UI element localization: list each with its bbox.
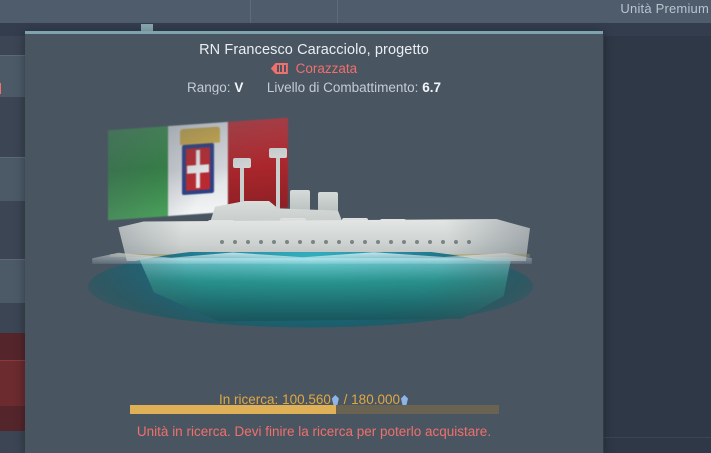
research-progress-bar — [130, 405, 499, 414]
rank-value: V — [234, 80, 244, 95]
background-row-divider — [603, 437, 711, 438]
research-separator: / — [343, 392, 348, 407]
top-nav-divider-2 — [337, 0, 338, 23]
funnel-1 — [290, 190, 310, 212]
research-target: 180.000 — [351, 392, 400, 407]
battle-level-label: Livello di Combattimento: — [266, 80, 419, 95]
funnel-2 — [318, 192, 338, 212]
research-prefix: In ricerca: — [219, 392, 279, 407]
ship-detail-tooltip: RN Francesco Caracciolo, progetto Corazz… — [25, 31, 603, 453]
background-column-divider — [603, 36, 604, 453]
research-point-gem-icon — [400, 395, 408, 405]
research-current: 100.560 — [282, 392, 331, 407]
battle-level-value: 6.7 — [422, 80, 441, 95]
page-title: RN Francesco Caracciolo, progetto — [199, 42, 429, 58]
research-warning-text: Unità in ricerca. Devi finire la ricerca… — [136, 424, 492, 439]
research-status-text: In ricerca: 100.560 / 180.000 — [25, 392, 603, 407]
battleship-class-icon — [270, 61, 292, 76]
porthole-row — [220, 240, 471, 244]
rn-francesco-caracciolo-ship-render — [80, 94, 550, 364]
ship-class-label: Corazzata — [295, 61, 358, 76]
top-nav-divider-1 — [250, 0, 251, 23]
ship-stats-row: Rango: V Livello di Combattimento: 6.7 — [25, 80, 603, 95]
rank-label: Rango: — [187, 80, 231, 95]
research-progress-fill — [130, 405, 337, 414]
ship-class-row: Corazzata — [25, 61, 603, 76]
top-nav-bar[interactable]: Unità Premium — [0, 0, 711, 23]
research-point-gem-icon — [331, 395, 339, 405]
premium-units-tab[interactable]: Unità Premium — [620, 1, 709, 16]
